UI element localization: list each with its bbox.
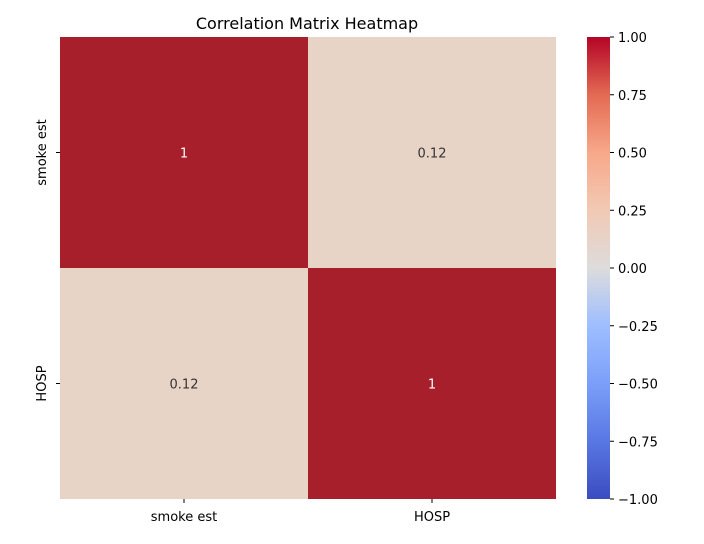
cell-annotation: 1 bbox=[180, 147, 188, 162]
colorbar-tick-label: −0.50 bbox=[618, 378, 658, 393]
colorbar-tick-label: −0.25 bbox=[618, 320, 658, 335]
colorbar-tick-label: 0.25 bbox=[618, 204, 647, 219]
colorbar-tick-label: 0.00 bbox=[618, 262, 647, 277]
cell-annotation: 0.12 bbox=[418, 147, 447, 162]
x-tick-label: HOSP bbox=[414, 510, 450, 525]
heatmap-cell bbox=[308, 268, 556, 499]
colorbar-tick-label: −0.75 bbox=[618, 435, 658, 450]
heatmap-cell bbox=[60, 268, 308, 499]
heatmap-cell bbox=[60, 37, 308, 268]
colorbar-tick-label: 0.50 bbox=[618, 147, 647, 162]
chart-title: Correlation Matrix Heatmap bbox=[196, 14, 418, 33]
colorbar-tick-label: −1.00 bbox=[618, 493, 658, 508]
cell-annotation: 1 bbox=[428, 378, 436, 393]
heatmap-cells: 1 0.12 0.12 1 bbox=[60, 37, 556, 499]
x-axis: smoke est HOSP bbox=[151, 499, 450, 525]
heatmap-cell bbox=[308, 37, 556, 268]
y-tick-label: HOSP bbox=[35, 365, 50, 401]
colorbar-gradient bbox=[587, 37, 610, 499]
y-tick-label: smoke est bbox=[35, 119, 50, 185]
x-tick-label: smoke est bbox=[151, 510, 217, 525]
colorbar: 1.00 0.75 0.50 0.25 0.00 −0.25 −0.50 −0.75 −1.00 bbox=[587, 31, 658, 508]
colorbar-tick-label: 0.75 bbox=[618, 89, 647, 104]
cell-annotation: 0.12 bbox=[170, 378, 199, 393]
y-axis: smoke est HOSP bbox=[35, 119, 60, 402]
colorbar-tick-label: 1.00 bbox=[618, 31, 647, 46]
